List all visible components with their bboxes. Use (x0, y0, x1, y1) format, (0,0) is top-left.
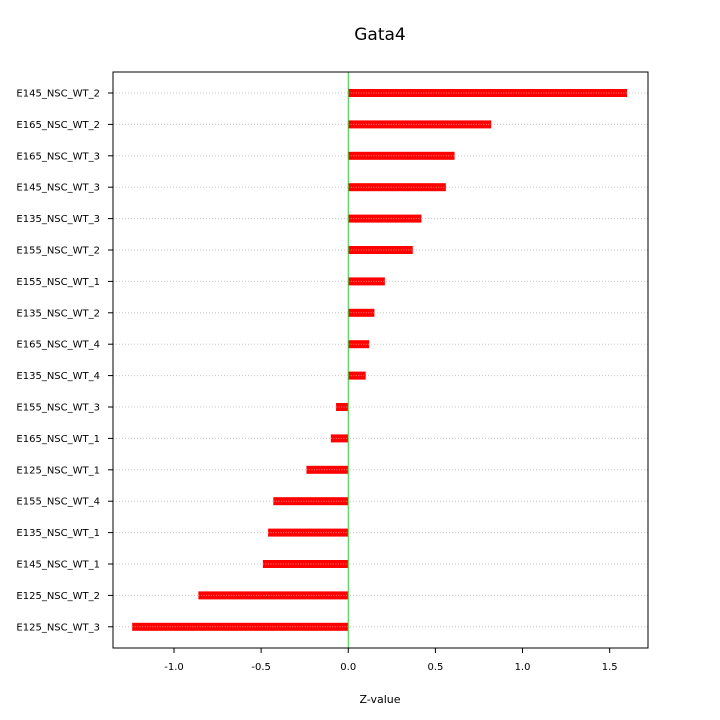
chart-title: Gata4 (354, 25, 406, 45)
category-label: E165_NSC_WT_1 (16, 434, 100, 445)
x-tick-label: 1.0 (515, 662, 531, 673)
bar (330, 434, 349, 443)
category-label: E135_NSC_WT_1 (16, 528, 100, 539)
category-label: E135_NSC_WT_4 (16, 371, 100, 382)
category-label: E165_NSC_WT_3 (16, 151, 100, 162)
x-tick-label: -1.0 (164, 662, 184, 673)
plot-frame (112, 71, 649, 649)
category-label: E135_NSC_WT_2 (16, 308, 100, 319)
category-label: E145_NSC_WT_3 (16, 183, 100, 194)
x-tick-label: 1.5 (602, 662, 618, 673)
bar (348, 246, 413, 254)
x-axis-title: Z-value (359, 693, 400, 706)
bar (348, 371, 366, 380)
bar (348, 183, 446, 192)
bar-layer (132, 89, 628, 631)
bar (348, 120, 492, 129)
category-label: E155_NSC_WT_1 (16, 277, 100, 288)
category-labels: E145_NSC_WT_2 E165_NSC_WT_2 E165_NSC_WT_3 E… (16, 89, 113, 633)
category-label: E155_NSC_WT_3 (16, 403, 100, 414)
bar (348, 214, 422, 223)
category-label: E145_NSC_WT_1 (16, 560, 100, 571)
bar (198, 591, 349, 600)
bar (348, 89, 628, 97)
bar (336, 403, 349, 411)
category-label: E155_NSC_WT_4 (16, 497, 100, 508)
category-label: E165_NSC_WT_2 (16, 120, 100, 131)
bar (273, 497, 349, 506)
x-axis: -1.0 -0.5 0.0 0.5 1.0 1.5 (164, 648, 618, 673)
category-label: E135_NSC_WT_3 (16, 214, 100, 225)
category-label: E165_NSC_WT_4 (16, 340, 100, 351)
category-label: E125_NSC_WT_1 (16, 465, 100, 476)
x-tick-label: -0.5 (251, 662, 271, 673)
x-tick-label: 0.0 (340, 662, 356, 673)
x-tick-label: 0.5 (427, 662, 443, 673)
category-label: E145_NSC_WT_2 (16, 89, 100, 100)
category-label: E125_NSC_WT_2 (16, 591, 100, 602)
category-label: E125_NSC_WT_3 (16, 622, 100, 633)
category-label: E155_NSC_WT_2 (16, 246, 100, 257)
